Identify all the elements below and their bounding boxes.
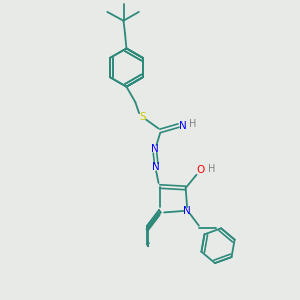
Text: O: O bbox=[196, 165, 205, 175]
Text: N: N bbox=[151, 144, 159, 154]
Text: N: N bbox=[152, 162, 160, 172]
Text: N: N bbox=[183, 206, 191, 216]
Text: H: H bbox=[208, 164, 215, 174]
Text: H: H bbox=[189, 119, 196, 129]
Text: S: S bbox=[139, 112, 146, 122]
Text: N: N bbox=[179, 121, 187, 130]
